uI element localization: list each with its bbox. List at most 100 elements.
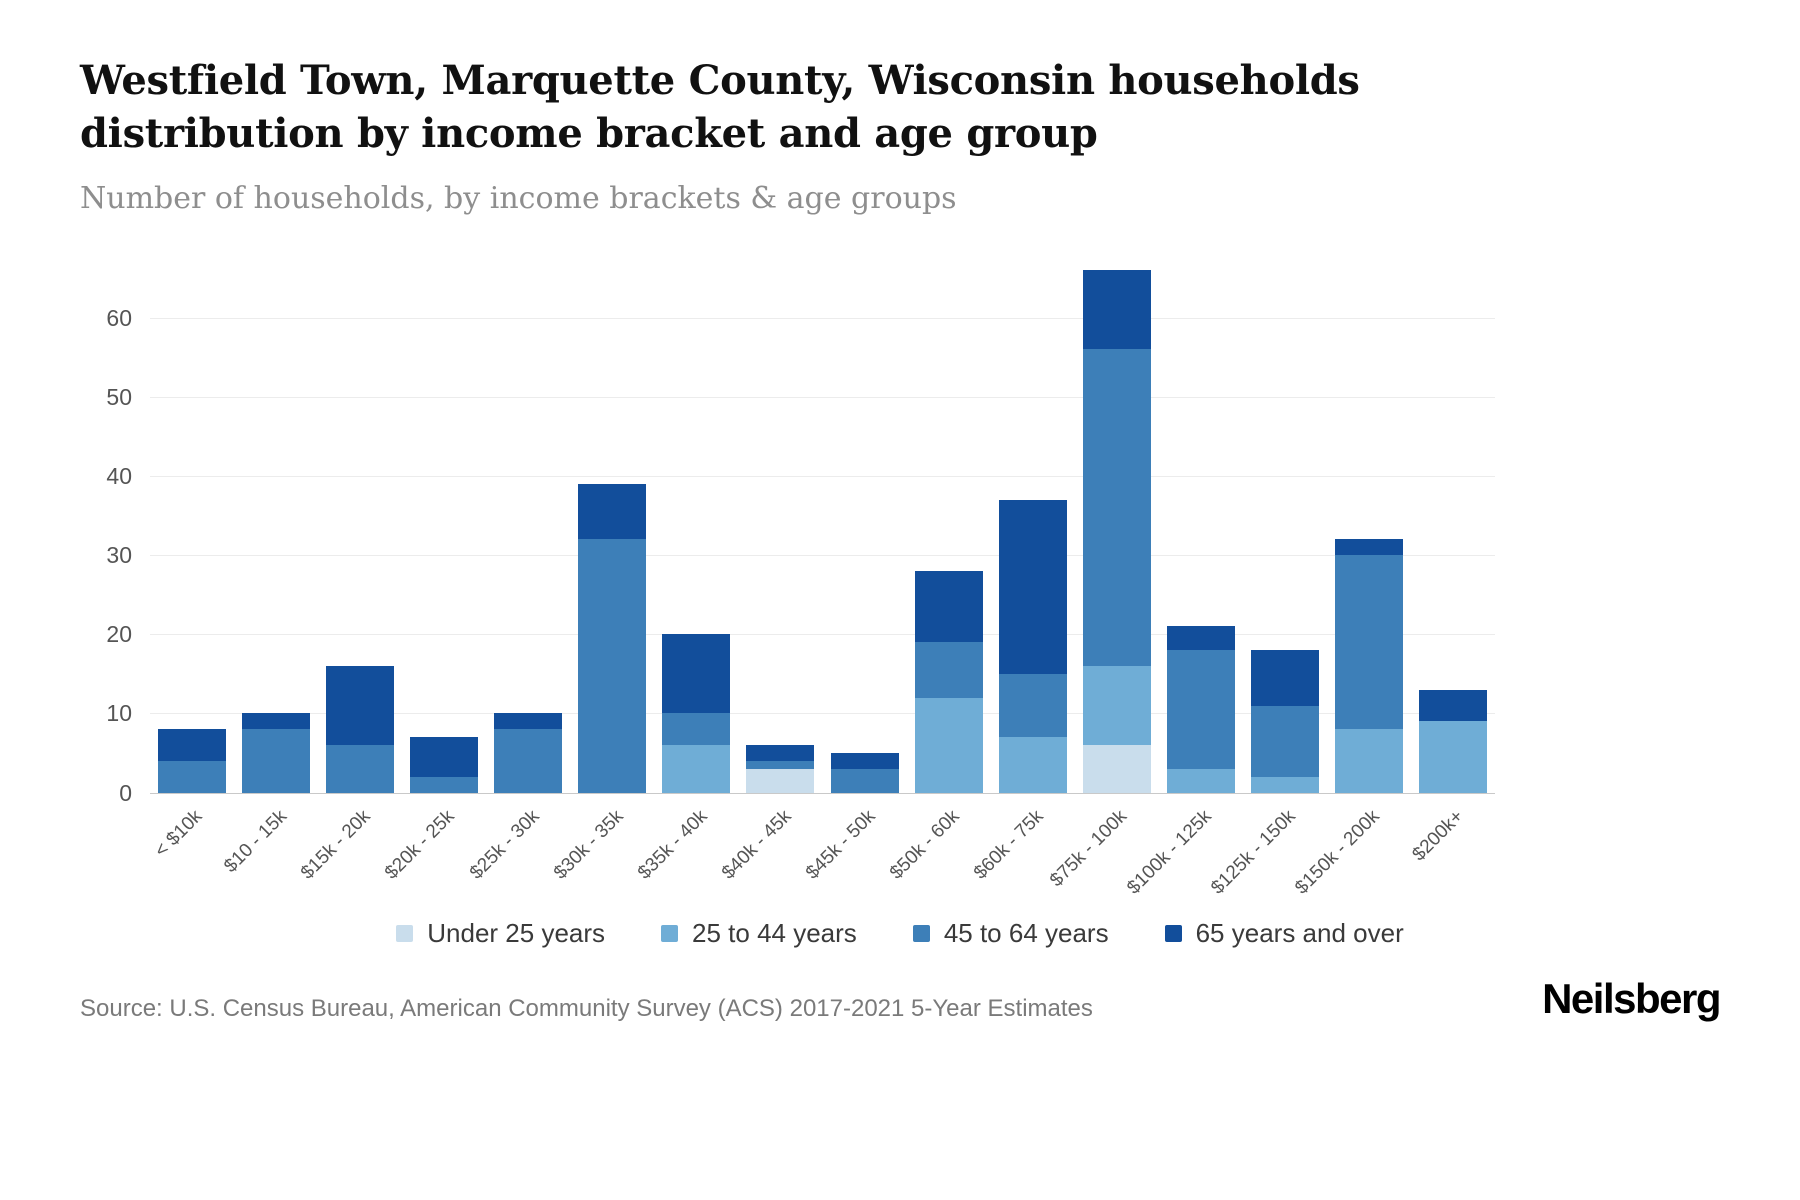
x-axis-tick-label: $100k - 125k <box>1123 805 1216 899</box>
bar-segment[interactable] <box>578 483 647 540</box>
bar-segment[interactable] <box>1250 650 1319 706</box>
bar-segment[interactable] <box>998 673 1067 738</box>
x-axis-tick-label: $10 - 15k <box>220 805 291 877</box>
bar-segment[interactable] <box>830 768 899 793</box>
legend-label: Under 25 years <box>427 917 606 948</box>
legend-swatch <box>1164 924 1182 942</box>
bar-segment[interactable] <box>914 642 983 698</box>
x-axis-tick-label: $15k - 20k <box>297 805 376 884</box>
x-axis-tick-label: $60k - 75k <box>969 805 1048 884</box>
bar-segment[interactable] <box>914 697 983 793</box>
bar-segment[interactable] <box>410 737 479 777</box>
bar-segment[interactable] <box>578 539 647 793</box>
page-subtitle: Number of households, by income brackets… <box>80 180 957 216</box>
x-axis-tick-label: $35k - 40k <box>633 805 712 884</box>
legend-label: 45 to 64 years <box>943 917 1109 948</box>
x-axis-baseline <box>150 792 1495 794</box>
x-axis-tick-label: $125k - 150k <box>1207 805 1300 899</box>
bar-segment[interactable] <box>1334 555 1403 730</box>
chart-header: Westfield Town, Marquette County, Wiscon… <box>0 0 1800 216</box>
y-axis-tick-label: 40 <box>106 462 132 489</box>
bar-segment[interactable] <box>662 713 731 746</box>
bar-segment[interactable] <box>326 745 395 793</box>
stacked-bar[interactable] <box>578 483 647 793</box>
y-axis-tick-label: 10 <box>106 700 132 727</box>
bar-segment[interactable] <box>914 570 983 643</box>
y-gridline <box>150 555 1495 557</box>
page-title: Westfield Town, Marquette County, Wiscon… <box>80 55 1480 161</box>
bar-segment[interactable] <box>1334 539 1403 556</box>
y-gridline <box>150 396 1495 398</box>
stacked-bar[interactable] <box>1166 626 1235 793</box>
bar-segment[interactable] <box>242 713 311 730</box>
y-axis-tick-label: 50 <box>106 383 132 410</box>
bar-segment[interactable] <box>158 760 227 793</box>
bar-segment[interactable] <box>494 713 563 730</box>
bar-segment[interactable] <box>1166 650 1235 769</box>
bar-segment[interactable] <box>746 745 815 761</box>
bar-segment[interactable] <box>410 776 479 793</box>
bar-segment[interactable] <box>242 729 311 793</box>
bar-segment[interactable] <box>1418 721 1487 793</box>
legend-item[interactable]: Under 25 years <box>396 918 605 949</box>
legend-swatch <box>661 924 679 942</box>
plot-area: 0 10 20 30 40 50 60 < $10k $10 - 15k $15k - 20k $2… <box>106 264 1495 898</box>
bar-segment[interactable] <box>1166 768 1235 793</box>
legend-swatch <box>396 924 414 942</box>
stacked-bar[interactable] <box>494 713 563 793</box>
legend-item[interactable]: 65 years and over <box>1164 917 1404 949</box>
bar-segment[interactable] <box>998 499 1067 674</box>
bar-segment[interactable] <box>1418 689 1487 722</box>
y-gridline <box>150 475 1495 477</box>
x-axis-tick-label: $25k - 30k <box>465 805 544 884</box>
bar-segment[interactable] <box>1334 729 1403 793</box>
bar-segment[interactable] <box>830 753 899 769</box>
bar-segment[interactable] <box>1250 776 1319 793</box>
stacked-bar[interactable] <box>662 634 731 793</box>
stacked-bar[interactable] <box>830 753 899 793</box>
stacked-bar[interactable] <box>326 665 395 793</box>
x-axis-tick-label: $40k - 45k <box>717 805 796 884</box>
legend-swatch <box>912 924 930 942</box>
bar-segment[interactable] <box>746 760 815 769</box>
bar-segment[interactable] <box>1250 705 1319 777</box>
x-axis-tick-label: $150k - 200k <box>1291 805 1384 899</box>
bar-segment[interactable] <box>1082 270 1151 350</box>
legend-item[interactable]: 45 to 64 years <box>912 917 1109 949</box>
x-axis-tick-label: $30k - 35k <box>549 805 628 884</box>
x-axis-tick-label: $45k - 50k <box>801 805 880 884</box>
bar-segment[interactable] <box>158 729 227 761</box>
y-gridline <box>150 713 1495 715</box>
x-axis-tick-label: < $10k <box>151 805 207 862</box>
bar-segment[interactable] <box>662 634 731 714</box>
stacked-bar[interactable] <box>1334 539 1403 793</box>
title-line-1: Westfield Town, Marquette County, Wiscon… <box>80 57 1360 104</box>
neilsberg-logo: Neilsberg <box>1542 974 1721 1022</box>
stacked-bar[interactable] <box>410 737 479 793</box>
chart-area: 0 10 20 30 40 50 60 < $10k $10 - 15k $15k - 20k $2… <box>106 264 1800 912</box>
title-line-2: distribution by income bracket and age g… <box>80 109 1098 157</box>
stacked-bar[interactable] <box>1250 650 1319 793</box>
bar-segment[interactable] <box>494 729 563 793</box>
y-axis-tick-label: 60 <box>106 304 132 331</box>
stacked-bar[interactable] <box>1082 270 1151 793</box>
legend-item[interactable]: 25 to 44 years <box>661 918 857 949</box>
bar-segment[interactable] <box>1082 745 1151 793</box>
chart-legend: Under 25 years 25 to 44 years 45 to 64 yea… <box>0 918 1800 949</box>
stacked-bar[interactable] <box>158 729 227 793</box>
bar-segment[interactable] <box>998 737 1067 793</box>
stacked-bar[interactable] <box>914 570 983 793</box>
bar-segment[interactable] <box>1166 626 1235 651</box>
bar-segment[interactable] <box>662 745 731 793</box>
stacked-bar[interactable] <box>242 713 311 793</box>
stacked-bar[interactable] <box>998 499 1067 793</box>
bar-segment[interactable] <box>1082 665 1151 746</box>
stacked-bar[interactable] <box>1418 689 1487 793</box>
legend-label: 25 to 44 years <box>692 917 857 948</box>
bar-segment[interactable] <box>746 768 815 793</box>
bar-segment[interactable] <box>1082 349 1151 666</box>
bar-segment[interactable] <box>326 665 395 746</box>
stacked-bar[interactable] <box>746 745 815 793</box>
legend-label: 65 years and over <box>1195 917 1404 948</box>
